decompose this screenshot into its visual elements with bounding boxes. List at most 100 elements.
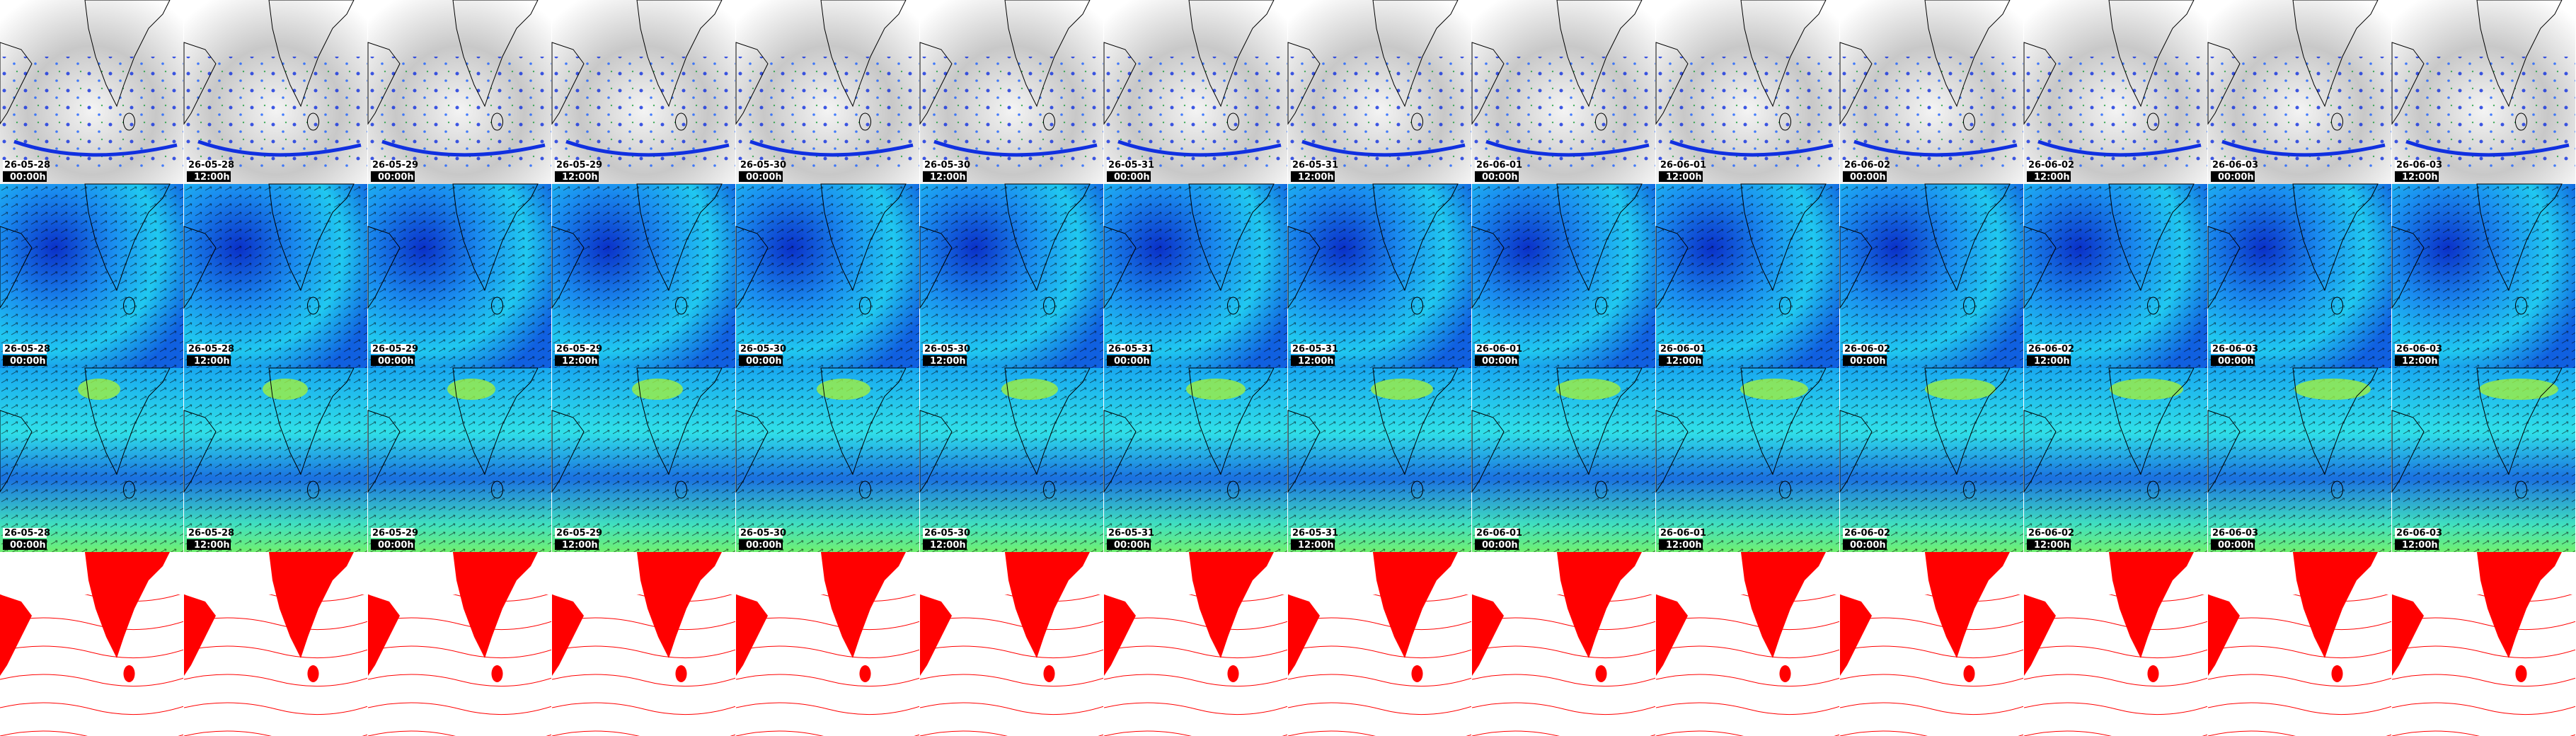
date-label: 26-05-30 bbox=[924, 344, 970, 355]
rain-cells bbox=[1288, 57, 1472, 170]
coastline bbox=[2207, 42, 2241, 125]
coastline bbox=[367, 226, 401, 309]
date-label: 26-05-29 bbox=[372, 344, 418, 355]
coastline bbox=[1004, 0, 1091, 108]
coastline bbox=[268, 183, 355, 292]
date-box bbox=[3, 528, 47, 538]
coastline bbox=[2476, 367, 2563, 476]
time-box bbox=[371, 539, 415, 550]
land bbox=[920, 594, 952, 676]
coastline bbox=[2108, 0, 2195, 108]
coastline bbox=[1924, 367, 2011, 476]
coastline bbox=[1655, 226, 1689, 309]
map-panel bbox=[736, 552, 921, 736]
date-box bbox=[187, 528, 231, 538]
date-box bbox=[2395, 528, 2439, 538]
time-box bbox=[1291, 539, 1335, 550]
land bbox=[1963, 665, 1975, 682]
coastline bbox=[2147, 297, 2159, 315]
date-box bbox=[2027, 344, 2071, 354]
date-label: 26-06-03 bbox=[2212, 160, 2258, 171]
coastline bbox=[735, 42, 769, 125]
land bbox=[552, 594, 584, 676]
time-label: 12:00h bbox=[2402, 356, 2438, 367]
date-box bbox=[187, 344, 231, 354]
rain-band bbox=[381, 139, 546, 157]
time-box bbox=[555, 539, 599, 550]
coastline bbox=[1043, 113, 1055, 131]
coastline bbox=[2331, 297, 2343, 315]
land bbox=[1227, 665, 1239, 682]
time-box bbox=[1659, 171, 1703, 182]
time-box bbox=[1107, 539, 1151, 550]
date-label: 26-05-28 bbox=[188, 160, 234, 171]
land bbox=[1005, 552, 1090, 658]
coastline bbox=[636, 0, 723, 108]
wind-max bbox=[2110, 379, 2183, 400]
date-box bbox=[923, 528, 967, 538]
date-label: 26-05-29 bbox=[372, 160, 418, 171]
time-label: 12:00h bbox=[194, 356, 230, 367]
date-box bbox=[2211, 344, 2255, 354]
date-box bbox=[2027, 528, 2071, 538]
coastline bbox=[820, 367, 907, 476]
date-label: 26-05-31 bbox=[1292, 344, 1338, 355]
date-box bbox=[555, 344, 599, 354]
date-box bbox=[1659, 160, 1703, 170]
coastline bbox=[183, 226, 217, 309]
coastline bbox=[452, 183, 539, 292]
time-box bbox=[2211, 171, 2255, 182]
wind-arrows bbox=[1472, 184, 1656, 368]
time-label: 00:00h bbox=[1850, 356, 1886, 367]
coastline bbox=[1411, 481, 1423, 499]
land bbox=[0, 594, 32, 676]
wind-arrows bbox=[1656, 184, 1840, 368]
coastline bbox=[268, 367, 355, 476]
land bbox=[1595, 665, 1607, 682]
coastline bbox=[1595, 297, 1607, 315]
time-box bbox=[371, 355, 415, 366]
wind-arrows bbox=[184, 184, 368, 368]
coastline bbox=[1372, 0, 1459, 108]
coastline bbox=[2476, 0, 2563, 108]
wind-arrows bbox=[368, 184, 552, 368]
date-box bbox=[3, 344, 47, 354]
time-box bbox=[3, 355, 47, 366]
time-label: 00:00h bbox=[1482, 540, 1518, 551]
coastline bbox=[452, 0, 539, 108]
coastline bbox=[307, 113, 319, 131]
date-box bbox=[3, 160, 47, 170]
coastline bbox=[84, 183, 171, 292]
date-box bbox=[1475, 160, 1519, 170]
date-label: 26-05-31 bbox=[1108, 344, 1154, 355]
date-label: 26-05-30 bbox=[924, 160, 970, 171]
date-label: 26-06-02 bbox=[1844, 528, 1890, 539]
land bbox=[1779, 665, 1791, 682]
coastline bbox=[1287, 42, 1321, 125]
time-box bbox=[2027, 171, 2071, 182]
coastline bbox=[2292, 183, 2379, 292]
coastline bbox=[2207, 410, 2241, 493]
land bbox=[85, 552, 170, 658]
date-box bbox=[1107, 528, 1151, 538]
time-label: 12:00h bbox=[1298, 540, 1334, 551]
coastline bbox=[551, 42, 585, 125]
time-box bbox=[739, 171, 783, 182]
coastline bbox=[859, 481, 871, 499]
date-label: 26-05-28 bbox=[4, 160, 50, 171]
coastline bbox=[1103, 410, 1137, 493]
time-box bbox=[187, 539, 231, 550]
time-label: 00:00h bbox=[1114, 172, 1150, 183]
date-box bbox=[1291, 528, 1335, 538]
wind-max bbox=[263, 379, 308, 400]
